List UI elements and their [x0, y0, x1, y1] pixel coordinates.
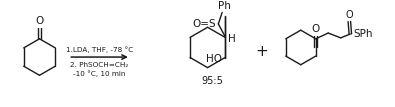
- Text: H: H: [228, 34, 236, 44]
- Text: SPh: SPh: [353, 29, 373, 39]
- Text: -10 °C, 10 min: -10 °C, 10 min: [73, 71, 126, 77]
- Text: Ph: Ph: [218, 1, 231, 11]
- Text: O: O: [346, 10, 353, 20]
- Text: 2. PhSOCH=CH₂: 2. PhSOCH=CH₂: [70, 62, 129, 68]
- Text: 95:5: 95:5: [201, 76, 223, 86]
- Text: O=S: O=S: [193, 19, 216, 29]
- Text: O: O: [312, 24, 320, 34]
- Text: 1.LDA, THF, -78 °C: 1.LDA, THF, -78 °C: [66, 47, 133, 53]
- Text: O: O: [36, 16, 43, 26]
- Text: HO: HO: [206, 54, 222, 64]
- Text: +: +: [255, 44, 268, 59]
